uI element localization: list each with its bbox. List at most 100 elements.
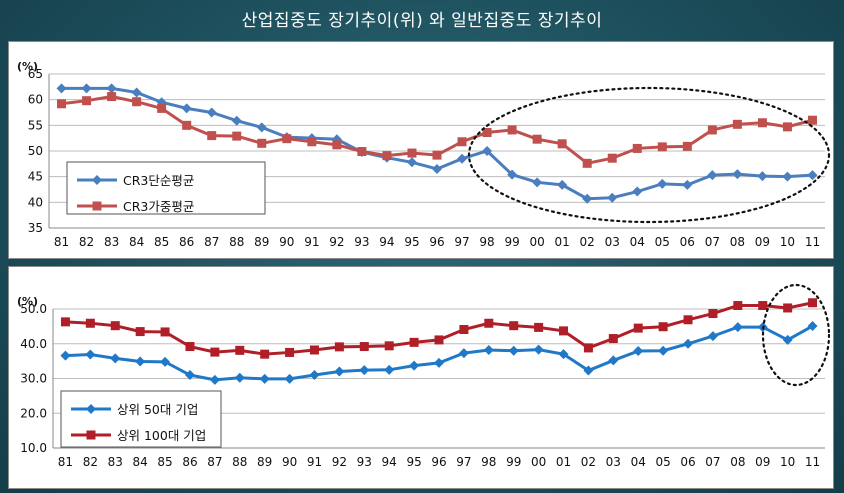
data-point — [757, 171, 768, 182]
data-point — [309, 370, 320, 381]
x-tick-label: 00 — [529, 235, 544, 249]
data-point — [457, 153, 468, 164]
data-point — [633, 346, 644, 357]
x-tick-label: 86 — [179, 235, 194, 249]
y-tick-label: 60 — [28, 93, 43, 107]
data-point — [732, 119, 742, 129]
data-point — [607, 153, 617, 163]
x-tick-label: 87 — [207, 455, 222, 469]
chart-panel-industry-concentration: 35 40 45 50 55 60 65 (%) 81 82 83 84 85 86 87 88 89 90 91 9… — [8, 41, 834, 259]
data-point — [382, 151, 392, 161]
x-tick-label: 97 — [454, 235, 469, 249]
data-point — [782, 171, 793, 182]
data-point — [532, 177, 543, 188]
y-tick-label: 10.0 — [20, 441, 47, 455]
data-point — [309, 345, 319, 355]
data-point — [57, 99, 67, 109]
data-point — [732, 169, 743, 180]
x-tick-label: 83 — [108, 455, 123, 469]
data-point — [658, 345, 669, 356]
data-point — [307, 137, 317, 147]
data-point — [334, 342, 344, 352]
data-point — [256, 122, 267, 133]
data-point — [508, 345, 519, 356]
data-point — [483, 345, 494, 356]
data-point — [758, 301, 768, 311]
x-tick-label: 08 — [730, 235, 745, 249]
x-tick-label: 85 — [154, 235, 169, 249]
data-point — [534, 322, 544, 332]
x-tick-label: 89 — [254, 235, 269, 249]
y-tick-label: 50.0 — [20, 302, 47, 316]
data-point — [583, 343, 593, 353]
data-point — [432, 150, 442, 160]
data-point — [434, 335, 444, 345]
data-point — [182, 120, 192, 130]
x-tick-label: 06 — [680, 455, 695, 469]
data-point — [160, 356, 171, 367]
data-point — [406, 157, 417, 168]
data-point — [359, 365, 370, 376]
data-point — [808, 298, 818, 308]
x-tick-label: 05 — [655, 235, 670, 249]
x-tick-label: 01 — [555, 235, 570, 249]
y-unit-label: (%) — [17, 60, 38, 73]
data-point — [707, 170, 718, 181]
x-tick-label: 84 — [133, 455, 148, 469]
y-tick-label: 40 — [28, 195, 43, 209]
data-point — [409, 360, 420, 371]
data-point — [533, 344, 544, 355]
data-point — [359, 342, 369, 352]
x-tick-label: 95 — [406, 455, 421, 469]
data-point — [206, 107, 217, 118]
x-tick-label: 81 — [58, 455, 73, 469]
x-tick-label: 04 — [630, 235, 645, 249]
data-point — [683, 338, 694, 349]
data-point — [807, 321, 818, 332]
x-tick-label: 02 — [580, 235, 595, 249]
data-point — [209, 374, 220, 385]
chart-general-concentration: 10.0 20.0 30.0 40.0 50.0(%) 81 82 83 84 85 86 87 88 8… — [17, 283, 831, 469]
x-tick-label: 02 — [581, 455, 596, 469]
data-point — [608, 334, 618, 344]
data-point — [682, 141, 692, 151]
data-point — [557, 139, 567, 149]
data-point — [210, 347, 220, 357]
data-point — [782, 122, 792, 132]
data-point — [683, 315, 693, 325]
y-tick-label: 50 — [28, 144, 43, 158]
data-point — [259, 373, 270, 384]
legend-label: 상위 100대 기업 — [117, 428, 206, 443]
data-point — [707, 331, 718, 342]
data-point — [384, 341, 394, 351]
data-point — [582, 193, 593, 204]
y-tick-label: 55 — [28, 118, 43, 132]
x-tick-label: 03 — [605, 235, 620, 249]
data-point — [357, 147, 367, 157]
x-tick-label: 90 — [279, 235, 294, 249]
legend-label: 상위 50대 기업 — [117, 402, 198, 417]
x-tick-label: 95 — [404, 235, 419, 249]
data-point — [60, 350, 71, 361]
data-point — [285, 347, 295, 357]
data-point — [532, 134, 542, 144]
x-tick-label: 89 — [257, 455, 272, 469]
x-tick-label: 82 — [83, 455, 98, 469]
legend-swatch-marker — [86, 404, 96, 414]
data-point — [484, 318, 494, 328]
x-tick-label: 87 — [204, 235, 219, 249]
legend-swatch-marker — [92, 175, 102, 185]
data-point — [457, 137, 467, 147]
data-point — [110, 321, 120, 331]
x-tick-label: 06 — [680, 235, 695, 249]
data-point — [607, 192, 618, 203]
x-tick-label: 84 — [129, 235, 144, 249]
x-tick-label: 09 — [755, 235, 770, 249]
x-tick-label: 01 — [556, 455, 571, 469]
data-point — [260, 349, 270, 359]
data-point — [657, 178, 668, 189]
x-tick-label: 94 — [379, 235, 394, 249]
data-point — [807, 115, 817, 125]
x-tick-label: 03 — [606, 455, 621, 469]
data-point — [782, 334, 793, 345]
